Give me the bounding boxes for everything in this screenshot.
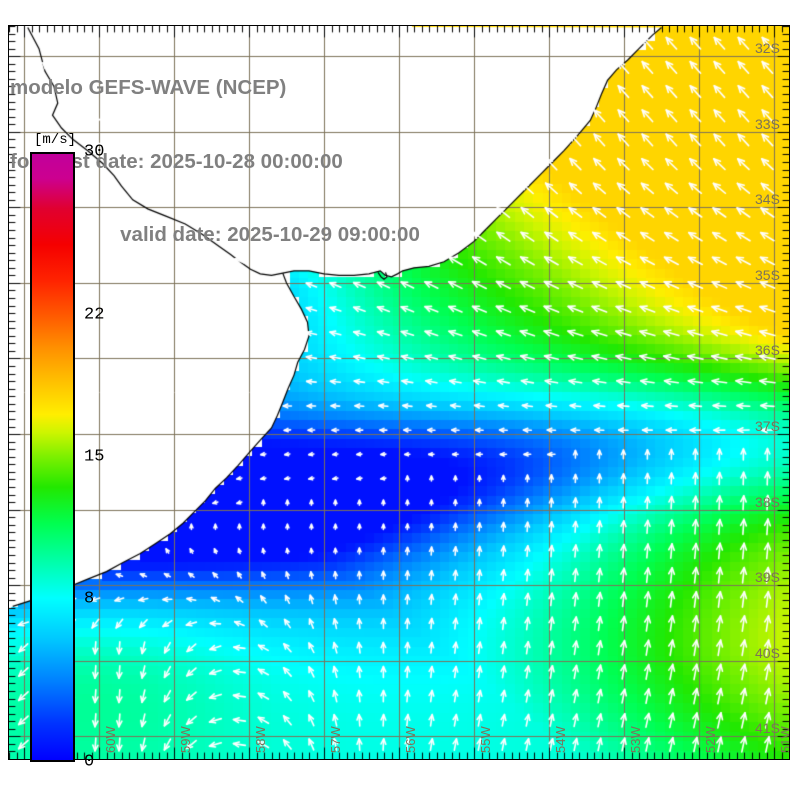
colorbar-tick-8: 8	[84, 589, 95, 609]
wind-field-canvas[interactable]	[9, 26, 789, 759]
colorbar-tick-0: 0	[84, 752, 95, 772]
colorbar-tick-30: 30	[84, 142, 105, 162]
colorbar-unit-label: [m/s]	[34, 132, 77, 148]
colorbar-tick-22: 22	[84, 305, 105, 325]
colorbar-tick-15: 15	[84, 447, 105, 467]
colorbar: [m/s] 30 22 15 8 0	[30, 132, 104, 772]
map-plot-area[interactable]: 61W60W59W58W57W56W55W54W53W52W51W32S33S3…	[8, 25, 790, 760]
colorbar-gradient[interactable]	[30, 152, 75, 762]
